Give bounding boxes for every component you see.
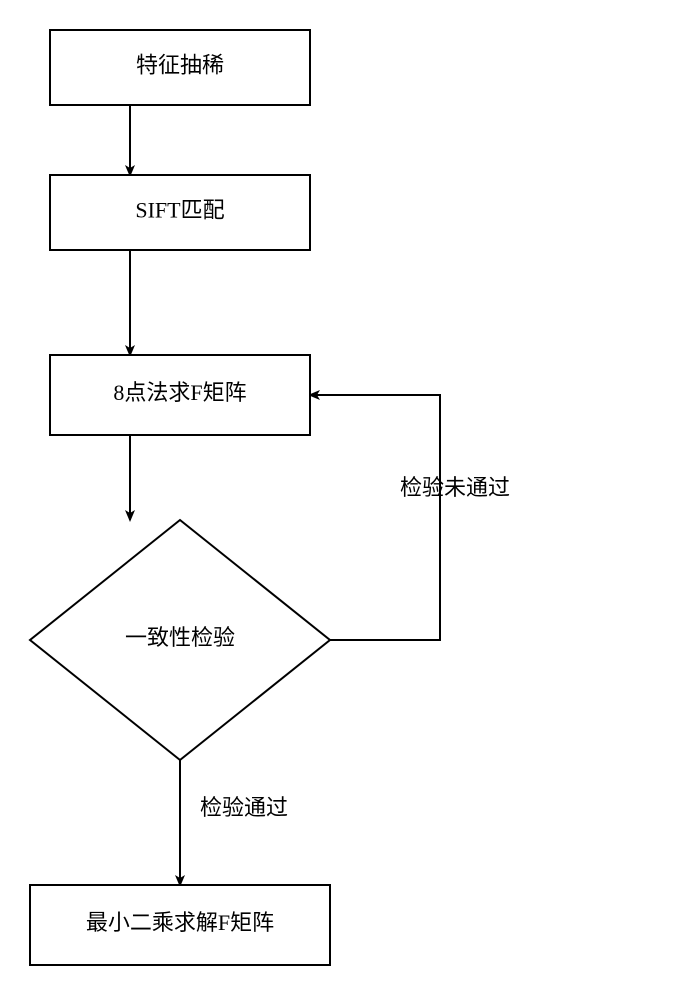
node-n3-label: 8点法求F矩阵: [113, 380, 246, 405]
node-n3: 8点法求F矩阵: [50, 355, 310, 435]
node-n2: SIFT匹配: [50, 175, 310, 250]
node-n4: 一致性检验: [30, 520, 330, 760]
edge-label-n4-n5: 检验通过: [200, 795, 288, 820]
edge-n4-n3: [310, 395, 440, 640]
node-n4-label: 一致性检验: [125, 625, 235, 650]
node-n1-label: 特征抽稀: [136, 53, 224, 78]
edge-label-n4-n3: 检验未通过: [400, 475, 510, 500]
node-n5-label: 最小二乘求解F矩阵: [86, 910, 274, 935]
node-n2-label: SIFT匹配: [135, 198, 224, 223]
node-n5: 最小二乘求解F矩阵: [30, 885, 330, 965]
node-n1: 特征抽稀: [50, 30, 310, 105]
